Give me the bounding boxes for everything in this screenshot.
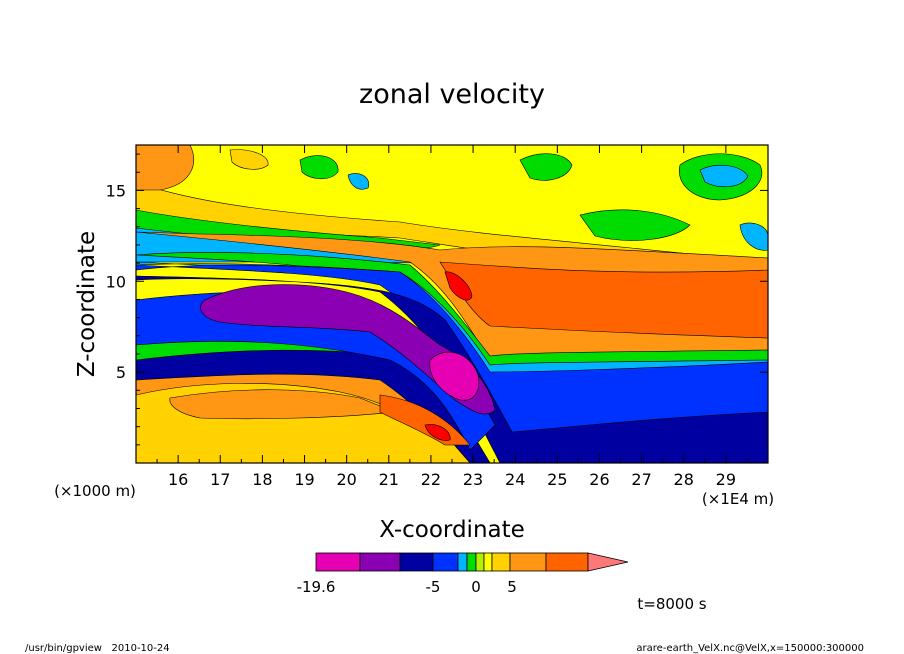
- y-axis: 5 10 15: [106, 153, 768, 446]
- field-top-orange-patch-left: [229, 149, 269, 170]
- colorbar-segment: [359, 552, 401, 572]
- x-tick-label: 19: [294, 470, 314, 489]
- x-tick-label: 21: [379, 470, 399, 489]
- colorbar-tick-label: -19.6: [297, 578, 336, 596]
- field-top-right-cyan-patch: [699, 164, 749, 188]
- field-top-cyan-dot: [347, 173, 370, 190]
- footer-left: /usr/bin/gpview 2010-10-24: [25, 643, 170, 654]
- field-right-edge-cyan-patch: [739, 222, 768, 251]
- x-tick-label: 28: [674, 470, 694, 489]
- field-magenta-min-patch: [429, 351, 480, 401]
- field-top-green-patch-center: [519, 153, 573, 181]
- colorbar: -19.6 -5 0 5: [297, 552, 629, 596]
- colorbar-segment: [399, 552, 434, 572]
- y-tick-label: 15: [106, 181, 126, 200]
- field-bottom-orange-patch: [169, 389, 396, 420]
- colorbar-segment: [432, 552, 459, 572]
- colorbar-segment: [466, 552, 477, 572]
- field-top-left-orange-corner: [136, 145, 195, 191]
- x-tick-label: 22: [421, 470, 441, 489]
- x-axis: 16 17 18 19 20 21 22 23 24 25 26 27 28 29: [156, 145, 748, 489]
- x-axis-title: X-coordinate: [379, 517, 525, 543]
- colorbar-segment: [545, 552, 589, 572]
- x-tick-label: 16: [168, 470, 188, 489]
- field-right-green-patch: [579, 209, 691, 241]
- x-tick-label: 18: [252, 470, 272, 489]
- colorbar-segment: [457, 552, 468, 572]
- y-unit-label: (×1000 m): [54, 482, 136, 500]
- colorbar-segment: [315, 552, 361, 572]
- x-tick-label: 29: [716, 470, 736, 489]
- colorbar-segment: [483, 552, 493, 572]
- colorbar-segment: [491, 552, 511, 572]
- field-dark-orange-jet-core: [439, 261, 768, 339]
- x-tick-label: 25: [547, 470, 567, 489]
- colorbar-segment: [509, 552, 547, 572]
- chart-title: zonal velocity: [359, 79, 545, 110]
- x-tick-label: 23: [463, 470, 483, 489]
- y-axis-title: Z-coordinate: [74, 231, 100, 377]
- x-tick-label: 17: [210, 470, 230, 489]
- colorbar-extend-arrow: [587, 552, 629, 572]
- field-purple-min-band: [200, 284, 496, 415]
- x-tick-label: 27: [631, 470, 651, 489]
- colorbar-tick-label: 5: [507, 578, 517, 596]
- y-tick-label: 10: [106, 272, 126, 291]
- colorbar-tick-label: -5: [426, 578, 441, 596]
- field-red-max-patch: [444, 271, 473, 301]
- field-bottom-red-patch: [424, 424, 451, 441]
- colorbar-segment: [475, 552, 485, 572]
- colorbar-tick-label: 0: [471, 578, 481, 596]
- time-label: t=8000 s: [637, 595, 706, 613]
- x-unit-label: (×1E4 m): [702, 490, 774, 508]
- x-tick-label: 24: [505, 470, 525, 489]
- field-blue-lower-right-region: [136, 264, 768, 463]
- x-tick-label: 20: [336, 470, 356, 489]
- plot-field: [136, 145, 768, 463]
- footer-right: arare-earth_VelX.nc@VelX,x=150000:300000: [636, 643, 864, 654]
- field-top-green-patch-left: [299, 155, 339, 180]
- x-tick-label: 26: [589, 470, 609, 489]
- y-tick-label: 5: [116, 363, 126, 382]
